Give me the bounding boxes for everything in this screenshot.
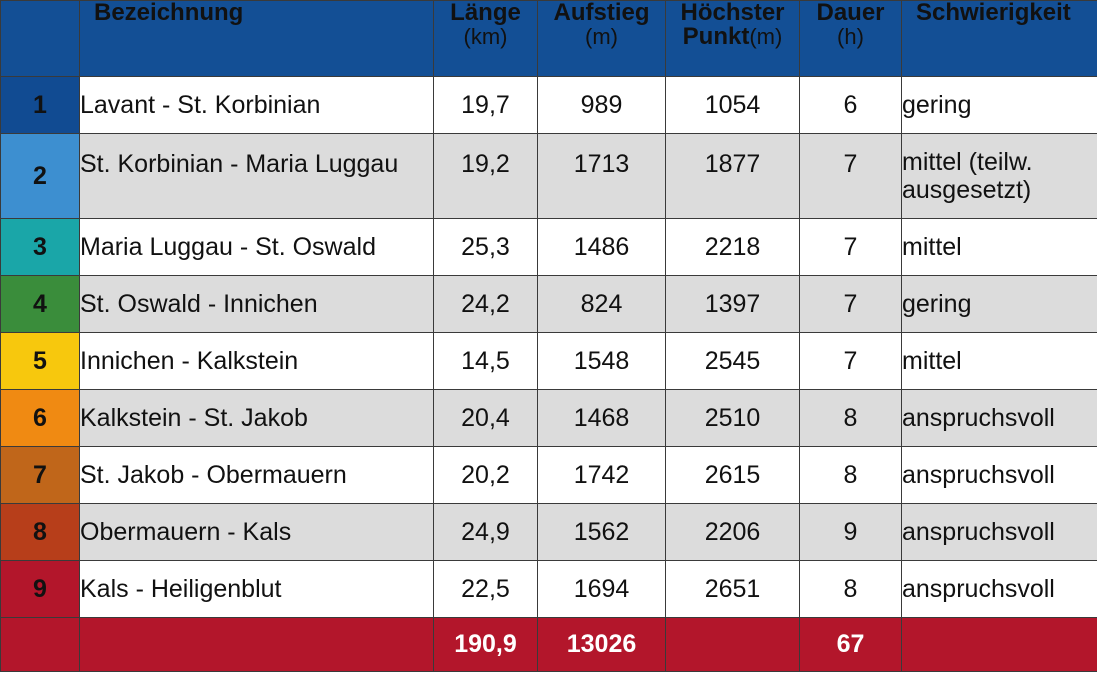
stage-name: St. Jakob - Obermauern (79, 446, 434, 504)
stage-length: 24,9 (433, 503, 538, 561)
stage-length: 25,3 (433, 218, 538, 276)
stage-number: 9 (0, 560, 80, 618)
stage-highest-point: 1054 (665, 76, 800, 134)
stage-highest-point: 2206 (665, 503, 800, 561)
stage-length: 19,7 (433, 76, 538, 134)
stage-difficulty: anspruchsvoll (901, 560, 1097, 618)
stage-duration: 8 (799, 389, 902, 447)
stage-name: St. Oswald - Innichen (79, 275, 434, 333)
stage-highest-point: 2545 (665, 332, 800, 390)
header-ascent: Aufstieg (m) (537, 0, 666, 77)
header-length-unit: (km) (463, 24, 508, 49)
header-duration: Dauer (h) (799, 0, 902, 77)
header-highest-line2: Punkt (682, 23, 750, 50)
stage-highest-point: 2218 (665, 218, 800, 276)
stage-duration: 7 (799, 133, 902, 219)
stage-length: 14,5 (433, 332, 538, 390)
stage-length: 19,2 (433, 133, 538, 219)
stage-duration: 6 (799, 76, 902, 134)
table-row: 8 Obermauern - Kals 24,9 1562 2206 9 anspruchs… (0, 503, 1097, 561)
totals-number (0, 617, 80, 672)
stage-number: 4 (0, 275, 80, 333)
header-duration-unit: (h) (837, 24, 864, 49)
stage-difficulty: anspruchsvoll (901, 503, 1097, 561)
header-ascent-label: Aufstieg (553, 0, 650, 26)
header-highest: Höchster Punkt(m) (665, 0, 800, 77)
stage-name: Kalkstein - St. Jakob (79, 389, 434, 447)
table-body: 1 Lavant - St. Korbinian 19,7 989 1054 6 gerin… (0, 76, 1097, 618)
stage-duration: 7 (799, 275, 902, 333)
stage-number: 1 (0, 76, 80, 134)
table-row: 6 Kalkstein - St. Jakob 20,4 1468 2510 8 anspr… (0, 389, 1097, 447)
table-row: 4 St. Oswald - Innichen 24,2 824 1397 7 gering (0, 275, 1097, 333)
totals-highest (665, 617, 800, 672)
stage-ascent: 989 (537, 76, 666, 134)
stage-difficulty: mittel (901, 218, 1097, 276)
header-highest-line1: Höchster (680, 0, 785, 26)
totals-row: 190,9 13026 67 (0, 617, 1097, 672)
header-row: Bezeichnung Länge (km) Aufstieg (m) Höch… (0, 0, 1097, 77)
header-difficulty: Schwierigkeit (901, 0, 1097, 77)
totals-difficulty (901, 617, 1097, 672)
stage-difficulty: gering (901, 76, 1097, 134)
header-highest-unit: (m) (749, 24, 783, 49)
stage-name: Lavant - St. Korbinian (79, 76, 434, 134)
table-row: 1 Lavant - St. Korbinian 19,7 989 1054 6 gerin… (0, 76, 1097, 134)
stage-name: Innichen - Kalkstein (79, 332, 434, 390)
stage-duration: 9 (799, 503, 902, 561)
stage-difficulty: anspruchsvoll (901, 389, 1097, 447)
stage-ascent: 1562 (537, 503, 666, 561)
stage-difficulty: mittel (teilw. ausgesetzt) (901, 133, 1097, 219)
stage-highest-point: 2510 (665, 389, 800, 447)
stage-highest-point: 2615 (665, 446, 800, 504)
stage-number: 6 (0, 389, 80, 447)
stage-length: 22,5 (433, 560, 538, 618)
stage-ascent: 1694 (537, 560, 666, 618)
table-row: 3 Maria Luggau - St. Oswald 25,3 1486 2218 7 m… (0, 218, 1097, 276)
stage-duration: 7 (799, 218, 902, 276)
header-ascent-unit: (m) (585, 24, 618, 49)
stage-highest-point: 1877 (665, 133, 800, 219)
header-length-label: Länge (450, 0, 521, 26)
stage-ascent: 824 (537, 275, 666, 333)
stage-duration: 7 (799, 332, 902, 390)
header-number (0, 0, 80, 77)
header-duration-label: Dauer (816, 0, 885, 26)
stage-length: 20,4 (433, 389, 538, 447)
stage-number: 3 (0, 218, 80, 276)
totals-name (79, 617, 434, 672)
stage-difficulty: mittel (901, 332, 1097, 390)
stage-duration: 8 (799, 560, 902, 618)
stage-number: 2 (0, 133, 80, 219)
header-name: Bezeichnung (79, 0, 434, 77)
stage-name: St. Korbinian - Maria Luggau (79, 133, 434, 219)
stage-length: 20,2 (433, 446, 538, 504)
stage-highest-point: 2651 (665, 560, 800, 618)
stage-length: 24,2 (433, 275, 538, 333)
stage-ascent: 1548 (537, 332, 666, 390)
stage-difficulty: gering (901, 275, 1097, 333)
stage-ascent: 1742 (537, 446, 666, 504)
totals-ascent: 13026 (537, 617, 666, 672)
totals-duration: 67 (799, 617, 902, 672)
table-row: 7 St. Jakob - Obermauern 20,2 1742 2615 8 ansp… (0, 446, 1097, 504)
stage-number: 7 (0, 446, 80, 504)
table-row: 9 Kals - Heiligenblut 22,5 1694 2651 8 anspruc… (0, 560, 1097, 618)
stage-duration: 8 (799, 446, 902, 504)
stage-name: Kals - Heiligenblut (79, 560, 434, 618)
stage-ascent: 1486 (537, 218, 666, 276)
table-row: 5 Innichen - Kalkstein 14,5 1548 2545 7 mittel (0, 332, 1097, 390)
stage-difficulty: anspruchsvoll (901, 446, 1097, 504)
stage-name: Obermauern - Kals (79, 503, 434, 561)
stage-ascent: 1468 (537, 389, 666, 447)
totals-length: 190,9 (433, 617, 538, 672)
table-row: 2 St. Korbinian - Maria Luggau 19,2 1713 187… (0, 133, 1097, 219)
stage-name: Maria Luggau - St. Oswald (79, 218, 434, 276)
header-length: Länge (km) (433, 0, 538, 77)
stage-number: 5 (0, 332, 80, 390)
stage-highest-point: 1397 (665, 275, 800, 333)
stage-ascent: 1713 (537, 133, 666, 219)
stage-number: 8 (0, 503, 80, 561)
